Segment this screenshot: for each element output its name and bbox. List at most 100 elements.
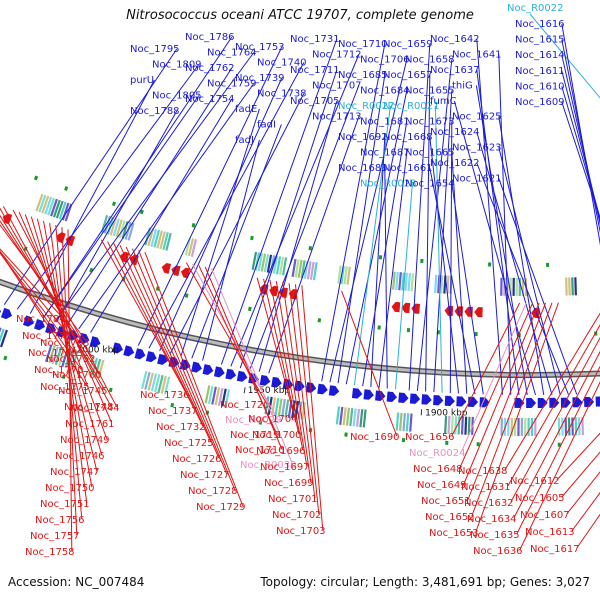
reverse-leader-line (475, 302, 559, 533)
forward-feature-block (297, 401, 303, 420)
forward-leader-line (476, 69, 520, 396)
reverse-label: Noc_1635 (470, 530, 520, 541)
reverse-feature-block (337, 265, 342, 284)
forward-leader-line (202, 139, 260, 361)
forward-label: Noc_1692 (338, 132, 388, 143)
reverse-feature-block (281, 257, 288, 276)
forward-gene-arrow (112, 342, 123, 354)
forward-label: Noc_R0028 (360, 179, 417, 190)
reverse-leader-line (256, 277, 296, 419)
reverse-feature-block (184, 237, 192, 256)
forward-feature-block (164, 376, 171, 395)
reverse-gene-arrow (474, 307, 483, 318)
reverse-gene-arrow (161, 262, 172, 274)
forward-label: Noc_1683 (338, 163, 388, 174)
reverse-label: Noc_1605 (515, 493, 565, 504)
forward-gene-arrow (595, 396, 600, 407)
reverse-label: Noc_1732 (156, 422, 206, 433)
reverse-leader-line (211, 268, 293, 465)
forward-feature-block (395, 412, 400, 431)
forward-feature-block (467, 416, 471, 435)
forward-feature-block (352, 408, 357, 427)
reverse-leader-line (0, 248, 64, 319)
reverse-leader-line (566, 471, 600, 515)
reverse-feature-block (55, 200, 64, 219)
reverse-label: Noc_1729 (196, 502, 246, 513)
forward-feature-block (339, 406, 344, 425)
forward-label: Noc_1805 (152, 91, 202, 102)
forward-label: Noc_1623 (452, 143, 502, 154)
reverse-gene-arrow (171, 265, 181, 277)
forward-label: Noc_1764 (207, 48, 257, 59)
reverse-feature-block (574, 277, 577, 296)
reverse-feature-block (343, 266, 348, 285)
reverse-leader-line (507, 324, 600, 487)
forward-label: Noc_1616 (515, 19, 565, 30)
reverse-label: Noc_1652 (425, 512, 475, 523)
reverse-label: Noc_1636 (473, 546, 523, 557)
reverse-leader-line (67, 229, 73, 552)
forward-feature-block (150, 373, 158, 392)
forward-leader-line (429, 167, 476, 395)
reverse-label: Noc_1704 (248, 414, 298, 425)
reverse-green-mark (139, 209, 144, 215)
reverse-leader-line (0, 250, 70, 336)
reverse-green-mark (64, 186, 69, 191)
reverse-label: Noc_1749 (60, 435, 110, 446)
forward-feature-block (224, 389, 231, 408)
reverse-feature-block (263, 254, 270, 273)
reverse-feature-block (312, 262, 318, 281)
reverse-leader-line (516, 365, 600, 535)
forward-feature-block (54, 347, 63, 366)
forward-feature-block (457, 416, 461, 435)
reverse-gene-arrow (411, 303, 420, 314)
reverse-leader-line (471, 302, 553, 517)
forward-label: Noc_1611 (515, 66, 565, 77)
reverse-label: Noc_R0024 (409, 448, 466, 459)
forward-leader-line (249, 85, 360, 371)
forward-gene-arrow (236, 370, 248, 382)
reverse-label: Noc_1751 (40, 499, 90, 510)
forward-leader-line (230, 54, 360, 367)
reverse-feature-block (346, 266, 351, 285)
forward-feature-block (409, 413, 413, 432)
forward-label: Noc_1740 (257, 58, 307, 69)
reverse-leader-line (12, 209, 118, 408)
reverse-gene-arrow (391, 301, 401, 313)
forward-leader-line (370, 136, 386, 387)
forward-green-mark (61, 374, 66, 380)
reverse-feature-block (401, 272, 405, 291)
forward-label: Noc_1711 (290, 65, 340, 76)
forward-label: fadI (257, 120, 276, 131)
reverse-label: Noc_1716 (235, 445, 285, 456)
forward-leader-line (220, 38, 338, 365)
forward-leader-line (475, 85, 528, 396)
reverse-feature-block (190, 238, 198, 257)
forward-gene-arrow (433, 395, 444, 406)
forward-leader-line (258, 100, 338, 372)
reverse-label: Noc_1649 (417, 480, 467, 491)
reverse-leader-line (519, 381, 600, 551)
forward-gene-arrow (294, 380, 305, 392)
forward-label: Noc_1668 (383, 132, 433, 143)
forward-label: Noc_1657 (383, 70, 433, 81)
forward-label: Noc_1665 (405, 148, 455, 159)
forward-label: Noc_1712 (312, 50, 362, 61)
forward-label: Noc_1661 (383, 163, 433, 174)
forward-label: Noc_1795 (130, 44, 180, 55)
reverse-label: Noc_1651 (421, 496, 471, 507)
forward-label: Noc_1705 (290, 96, 340, 107)
reverse-green-mark (33, 175, 39, 181)
forward-leader-line (239, 69, 338, 369)
reverse-label: Noc_1613 (525, 527, 575, 538)
forward-gene-arrow (526, 397, 537, 408)
reverse-leader-line (275, 281, 308, 467)
forward-leader-line (561, 55, 600, 226)
forward-leader-line (337, 74, 386, 384)
reverse-feature-block (294, 259, 300, 278)
reverse-label: Noc_1703 (276, 526, 326, 537)
reverse-leader-line (263, 278, 300, 435)
forward-leader-line (416, 59, 453, 392)
forward-leader-line (453, 100, 536, 396)
